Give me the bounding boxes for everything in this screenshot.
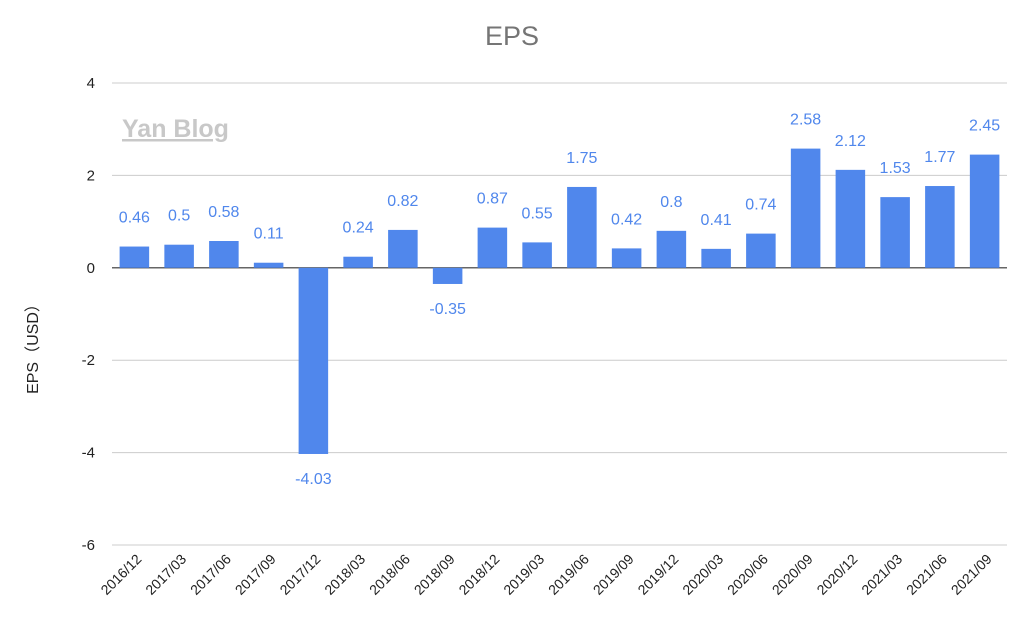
bar-2019-12: [656, 230, 687, 268]
y-axis-ticks: 4 2 0 -2 -4 -6: [82, 75, 95, 554]
x-tick-label: 2021/06: [903, 551, 950, 598]
y-tick-label: 0: [87, 260, 95, 277]
data-label: 2.12: [835, 133, 866, 150]
data-labels: 0.46 0.5 0.58 0.11 -4.03 0.24 0.82 -0.35 0.87 0.5…: [119, 112, 1000, 488]
bar-2020-12: [835, 169, 866, 268]
x-tick-label: 2018/12: [455, 551, 502, 598]
bar-2019-03: [522, 242, 552, 268]
data-label: 0.5: [168, 208, 190, 225]
x-tick-label: 2021/03: [858, 551, 905, 598]
x-tick-label: 2019/12: [634, 551, 681, 598]
bar-2016-12: [119, 246, 150, 268]
chart-title: EPS: [485, 21, 539, 51]
x-tick-label: 2019/03: [500, 551, 547, 598]
y-tick-label: 2: [87, 167, 95, 184]
data-label: 0.8: [660, 194, 682, 211]
bar-2017-12: [298, 267, 329, 454]
data-label: 0.82: [387, 193, 418, 210]
bar-2017-06: [209, 241, 239, 268]
bar-2018-12: [477, 227, 508, 268]
bar-2021-06: [925, 186, 955, 268]
data-label: 2.45: [969, 118, 1000, 135]
bar-2021-03: [880, 197, 910, 268]
data-label: 1.53: [880, 160, 911, 177]
data-label: 1.75: [566, 150, 597, 167]
bar-2018-06: [388, 229, 418, 268]
x-tick-label: 2017/06: [187, 551, 234, 598]
bar-2020-06: [746, 233, 776, 268]
x-tick-label: 2018/03: [321, 551, 368, 598]
x-tick-label: 2018/09: [411, 551, 458, 598]
bar-2018-03: [343, 256, 373, 268]
data-label: 0.11: [254, 226, 284, 243]
data-label: 0.46: [119, 210, 150, 227]
data-label: 0.87: [477, 191, 508, 208]
y-tick-label: -4: [82, 445, 95, 462]
bars: [119, 148, 1000, 454]
data-label: 2.58: [790, 112, 821, 129]
x-tick-label: 2020/09: [769, 551, 816, 598]
y-tick-label: 4: [87, 75, 95, 92]
x-tick-label: 2020/12: [813, 551, 860, 598]
data-label: 0.74: [745, 197, 776, 214]
bar-2020-03: [701, 248, 731, 268]
gridlines: [112, 82, 1007, 546]
bar-2020-09: [790, 148, 821, 268]
y-axis-label: EPS（USD）: [24, 296, 42, 394]
x-tick-label: 2018/06: [366, 551, 413, 598]
data-label: 1.77: [924, 149, 955, 166]
x-tick-label: 2020/03: [679, 551, 726, 598]
x-tick-label: 2021/09: [948, 551, 995, 598]
x-tick-label: 2017/03: [142, 551, 189, 598]
watermark-text: Yan Blog: [122, 115, 229, 143]
bar-2021-09: [969, 154, 1000, 268]
x-axis-ticks: 2016/122017/032017/062017/092017/122018/…: [97, 551, 994, 598]
data-label: 0.24: [343, 220, 374, 237]
x-tick-label: 2016/12: [97, 551, 144, 598]
y-tick-label: -6: [82, 537, 95, 554]
data-label: 0.58: [208, 204, 239, 221]
data-label: -0.35: [429, 301, 466, 318]
x-tick-label: 2017/09: [232, 551, 279, 598]
bar-2019-06: [567, 186, 597, 268]
x-tick-label: 2019/06: [545, 551, 592, 598]
y-tick-label: -2: [82, 352, 95, 369]
bar-2018-09: [432, 267, 463, 284]
data-label: 0.41: [701, 212, 732, 229]
x-tick-label: 2020/06: [724, 551, 771, 598]
x-tick-label: 2019/09: [590, 551, 637, 598]
bar-2017-09: [253, 262, 284, 268]
data-label: 0.42: [611, 211, 642, 228]
data-label: 0.55: [522, 205, 553, 222]
bar-2017-03: [164, 244, 194, 268]
data-label: -4.03: [295, 471, 332, 488]
x-tick-label: 2017/12: [276, 551, 323, 598]
bar-2019-09: [611, 248, 642, 268]
